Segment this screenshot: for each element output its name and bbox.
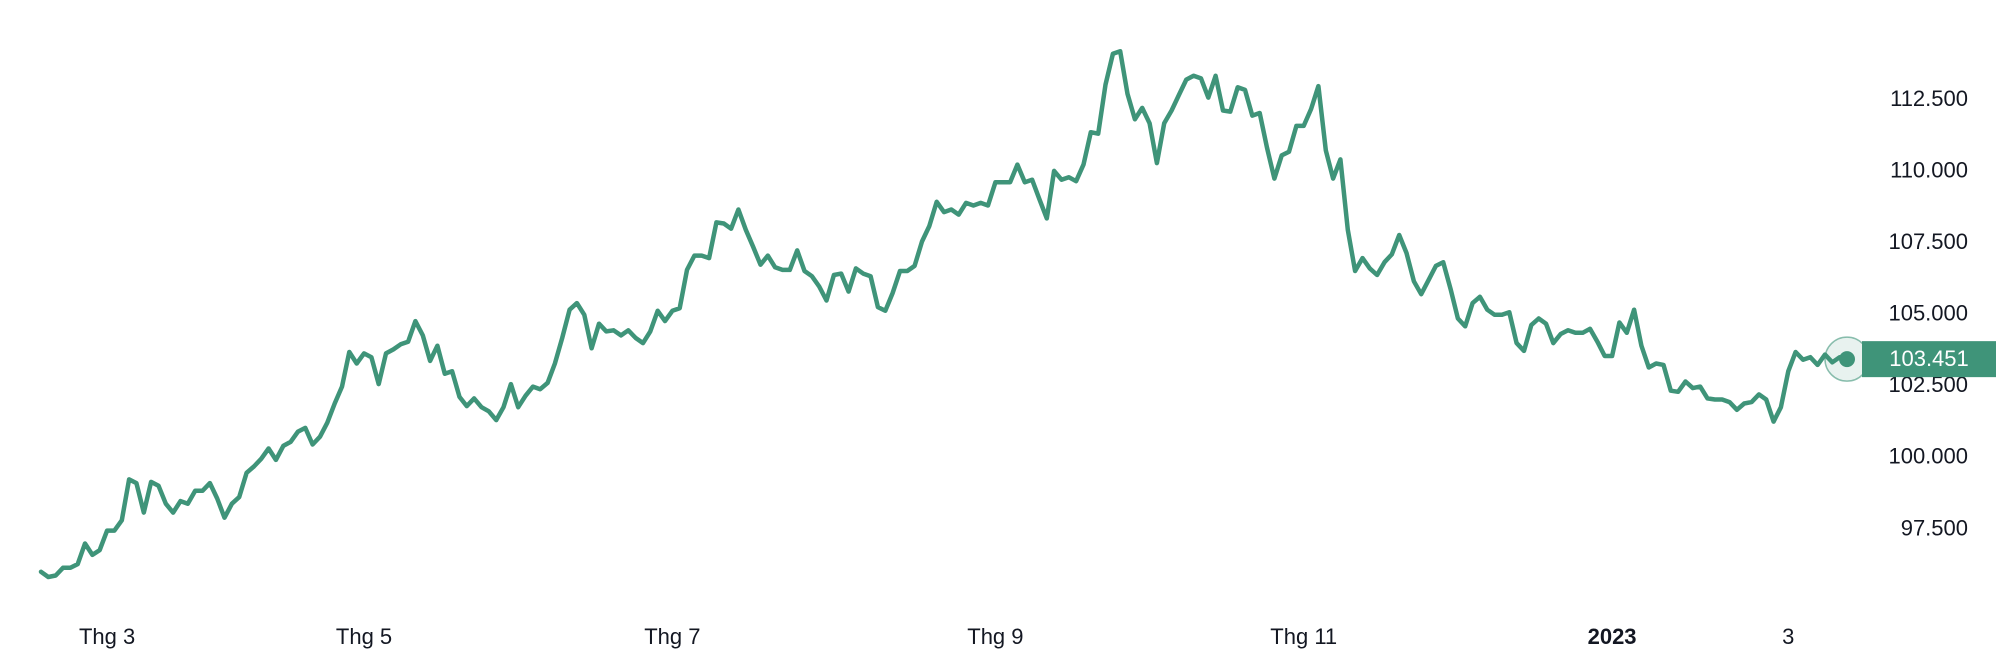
x-tick-label: Thg 5 <box>336 624 392 649</box>
last-price-badge <box>1862 341 1996 378</box>
last-price-label: 103.451 <box>1889 346 1969 371</box>
x-tick-label: 2023 <box>1588 624 1637 649</box>
y-tick-label: 107.500 <box>1888 229 1968 254</box>
y-tick-label: 97.500 <box>1901 515 1968 540</box>
x-tick-label: Thg 7 <box>644 624 700 649</box>
x-tick-label: Thg 11 <box>1270 624 1337 649</box>
y-tick-label: 100.000 <box>1888 444 1968 469</box>
y-tick-label: 105.000 <box>1888 301 1968 326</box>
price-line <box>38 48 1850 580</box>
x-tick-label: Thg 9 <box>967 624 1023 649</box>
x-tick-label: Thg 3 <box>79 624 135 649</box>
y-tick-label: 112.500 <box>1890 86 1968 111</box>
y-tick-label: 110.000 <box>1890 158 1968 183</box>
x-tick-label: 3 <box>1782 624 1794 649</box>
last-point <box>1839 351 1855 368</box>
